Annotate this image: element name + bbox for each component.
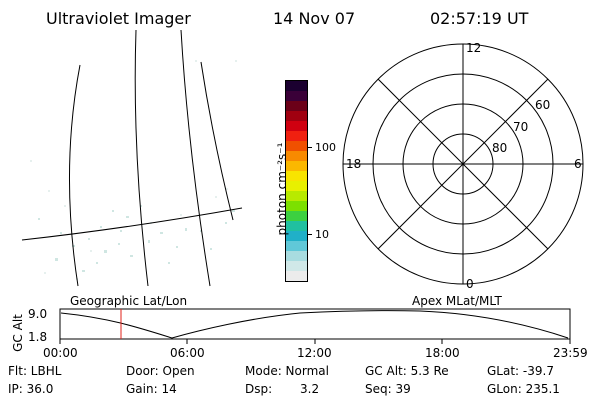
gain-status: Gain: 14: [126, 382, 177, 396]
colorbar-segment: [286, 141, 307, 151]
gc-alt-status: GC Alt: 5.3 Re: [365, 364, 449, 378]
seq-status: Seq: 39: [365, 382, 411, 396]
lat-label-70: 70: [513, 120, 528, 134]
geographic-panel-label: Geographic Lat/Lon: [70, 294, 188, 308]
filter-status: Flt: LBHL: [8, 364, 62, 378]
colorbar-segment: [286, 161, 307, 171]
polar-diagonal: [377, 78, 549, 250]
colorbar-gradient: [286, 81, 307, 281]
uv-emission-speckles: [38, 205, 235, 272]
gc-alt-ytick-min: 1.8: [28, 330, 48, 344]
colorbar-tick-10: 10: [315, 228, 329, 241]
mlt-label-6: 6: [574, 157, 582, 171]
x-tick-label-2359: 23:59: [553, 346, 588, 360]
colorbar-segment: [286, 271, 307, 281]
colorbar-segment: [286, 111, 307, 121]
mlt-label-0: 0: [466, 277, 474, 291]
colorbar-tick: [307, 234, 312, 235]
colorbar-segment: [286, 261, 307, 271]
apex-panel-label: Apex MLat/MLT: [412, 294, 502, 308]
dsp-label: Dsp:: [245, 382, 273, 396]
x-tick-label-1200: 12:00: [297, 346, 332, 360]
colorbar-segment: [286, 181, 307, 191]
colorbar-segment: [286, 231, 307, 241]
glat-status: GLat: -39.7: [487, 364, 554, 378]
glon-status: GLon: 235.1: [487, 382, 560, 396]
colorbar-tick: [307, 147, 312, 148]
lat-label-60: 60: [535, 98, 550, 112]
mode-status: Mode: Normal: [245, 364, 329, 378]
door-status: Door: Open: [126, 364, 195, 378]
meridian-line: [200, 61, 234, 221]
gc-alt-chart-frame: [59, 308, 571, 340]
colorbar-segment: [286, 81, 307, 91]
gc-alt-ytick-max: 9.0: [28, 307, 48, 321]
colorbar-segment: [286, 221, 307, 231]
gc-alt-curve: [60, 310, 569, 339]
parallel-line: [21, 207, 243, 241]
meridian-line: [68, 64, 81, 287]
x-tick-label-1800: 18:00: [425, 346, 460, 360]
colorbar-segment: [286, 131, 307, 141]
x-tick-label-0000: 00:00: [43, 346, 78, 360]
colorbar-segment: [286, 251, 307, 261]
date-label: 14 Nov 07: [273, 9, 356, 28]
colorbar-segment: [286, 201, 307, 211]
mlt-label-12: 12: [466, 41, 481, 55]
dsp-value: 3.2: [300, 382, 320, 396]
time-label: 02:57:19 UT: [430, 9, 529, 28]
mlt-label-18: 18: [346, 157, 361, 171]
lat-label-80: 80: [492, 141, 507, 155]
colorbar-segment: [286, 171, 307, 181]
colorbar-segment: [286, 241, 307, 251]
polar-plot: 12 18 6 0 60 70 80: [342, 41, 584, 291]
x-tick-label-0600: 06:00: [170, 346, 205, 360]
colorbar: [285, 80, 308, 282]
colorbar-tick-100: 100: [315, 141, 336, 154]
colorbar-segment: [286, 191, 307, 201]
meridian-line: [134, 29, 149, 287]
instrument-title: Ultraviolet Imager: [46, 9, 191, 28]
meridian-line: [180, 29, 211, 287]
colorbar-segment: [286, 101, 307, 111]
colorbar-segment: [286, 91, 307, 101]
geographic-graticule: [21, 29, 243, 287]
colorbar-segment: [286, 211, 307, 221]
ip-status: IP: 36.0: [8, 382, 54, 396]
colorbar-segment: [286, 151, 307, 161]
colorbar-segment: [286, 121, 307, 131]
